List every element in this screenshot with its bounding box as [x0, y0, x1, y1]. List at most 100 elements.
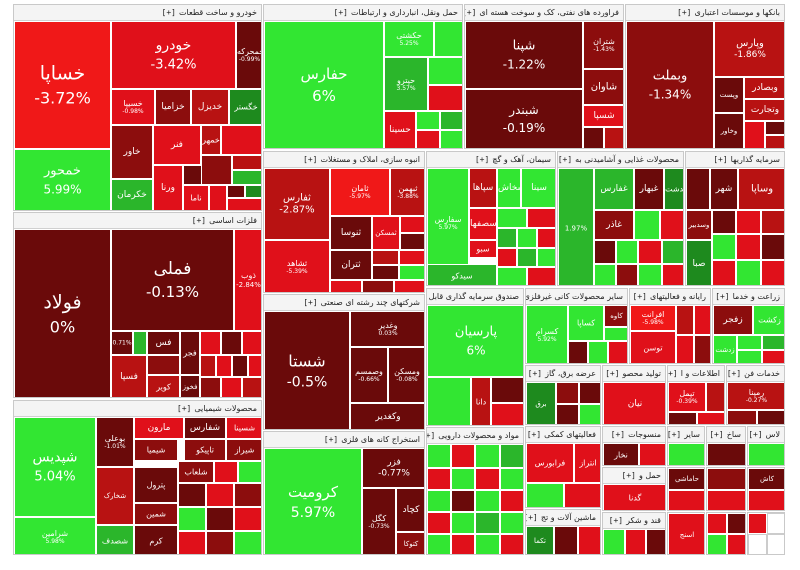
tile-tpml[interactable]: تپمل -0.39% — [668, 382, 706, 412]
mini-tile[interactable] — [434, 21, 462, 57]
tile-thaman[interactable]: ثامان -5.97% — [330, 168, 390, 216]
mini-tile[interactable] — [537, 248, 555, 267]
sector-chemical[interactable]: محصولات شیمیایی[+] شپدیس 5.04% شرامین 5.98… — [13, 400, 262, 555]
tile-fsa[interactable]: فس — [147, 331, 180, 355]
mini-tile[interactable] — [727, 410, 757, 424]
sector-misc-b[interactable] — [706, 467, 746, 511]
sector-header[interactable]: بانکها و موسسات اعتباری[+] — [626, 5, 784, 21]
expand-icon[interactable]: [+] — [558, 155, 573, 164]
mini-tile[interactable] — [242, 331, 261, 355]
tile-shsina[interactable]: شسینا — [226, 417, 261, 439]
mini-tile[interactable] — [178, 483, 206, 507]
mini-tile[interactable] — [527, 267, 555, 285]
tile-ghdashti[interactable]: غدشت — [664, 168, 683, 210]
sector-header[interactable]: لاس[+] — [748, 427, 784, 443]
tile-hpetro[interactable]: حپترو 3.57% — [384, 57, 428, 111]
sector-misc-d[interactable]: اسنج — [667, 512, 705, 555]
tile-shpetrol[interactable]: پترول — [134, 467, 178, 503]
mini-tile[interactable] — [676, 305, 694, 335]
tile-vbsader[interactable]: وبصادر — [744, 77, 784, 99]
mini-tile[interactable] — [500, 444, 523, 468]
tile-khnama[interactable]: ناما — [183, 185, 209, 210]
expand-icon[interactable]: [+] — [727, 369, 742, 378]
mini-tile[interactable] — [234, 531, 261, 554]
mini-tile[interactable] — [638, 240, 662, 264]
mini-tile[interactable] — [399, 250, 424, 265]
mini-tile[interactable] — [200, 355, 216, 377]
sector-sugar[interactable]: قند و شکر[+] — [602, 512, 666, 555]
sector-non-metallic[interactable]: سایر محصولات کانی غیرفلزی[+] کسرام5.92% … — [525, 288, 628, 364]
tile-toosan[interactable]: توسن — [630, 331, 676, 363]
tile-sepaha[interactable]: سپاها — [469, 168, 497, 208]
mini-tile[interactable] — [568, 341, 588, 363]
sector-header[interactable]: سیمان، آهک و گچ[+] — [427, 152, 555, 168]
expand-icon[interactable]: [+] — [333, 8, 348, 17]
mini-tile[interactable] — [475, 512, 500, 534]
expand-icon[interactable]: [+] — [632, 292, 647, 301]
mini-tile[interactable] — [616, 264, 638, 285]
mini-tile[interactable] — [765, 121, 784, 135]
mini-tile[interactable] — [497, 248, 517, 267]
mini-tile[interactable] — [707, 513, 727, 534]
mini-tile[interactable] — [765, 135, 784, 148]
sector-header[interactable]: سرمایه گذاریها[+] — [686, 152, 784, 168]
mini-tile[interactable] — [639, 443, 665, 465]
expand-icon[interactable]: [+] — [605, 369, 620, 378]
mini-tile[interactable] — [475, 468, 500, 490]
sector-header[interactable]: مواد و محصولات دارویی[+] — [427, 428, 523, 444]
tile-khaadm[interactable]: خمحرکه -0.99% — [236, 21, 261, 89]
mini-tile[interactable] — [416, 111, 440, 130]
tile-sina[interactable]: سینا — [521, 168, 555, 208]
mini-tile[interactable] — [660, 210, 683, 240]
tile-shsdaf[interactable]: شصدف — [96, 525, 134, 554]
tile-ghnosh[interactable]: 1.97% — [558, 168, 594, 285]
sector-metals[interactable]: فلزات اساسی[+] فولاد 0% فملی -0.13% ذوب -2.… — [13, 212, 262, 398]
mini-tile[interactable] — [451, 444, 475, 468]
mini-tile[interactable] — [625, 529, 646, 554]
sector-misc-c[interactable]: کاش — [747, 467, 785, 511]
tile-thmaskan[interactable]: ثمسکن — [372, 216, 400, 250]
mini-tile[interactable] — [427, 377, 471, 425]
tile-fajr[interactable]: فجر — [180, 331, 200, 375]
mini-tile[interactable] — [736, 260, 761, 285]
mini-tile[interactable] — [564, 483, 600, 507]
tile-nayan[interactable]: نیان — [603, 382, 665, 424]
mini-tile[interactable] — [206, 483, 234, 507]
tile-hmahshahr[interactable]: حاماشی — [668, 468, 704, 490]
mini-tile[interactable] — [761, 210, 784, 234]
expand-icon[interactable]: [+] — [323, 435, 339, 444]
mini-tile[interactable] — [616, 240, 638, 264]
mini-tile[interactable] — [500, 490, 523, 512]
mini-tile[interactable] — [537, 228, 555, 248]
sector-other-3[interactable]: لاس[+] — [747, 426, 785, 466]
tile-vkhar[interactable]: وخاور — [714, 113, 744, 148]
mini-tile[interactable] — [178, 531, 206, 554]
tile-vsapa[interactable]: وساپا — [738, 168, 784, 210]
expand-icon[interactable]: [+] — [191, 216, 207, 225]
mini-tile[interactable] — [427, 490, 451, 512]
mini-tile[interactable] — [603, 529, 625, 554]
mini-tile[interactable] — [707, 534, 727, 554]
mini-tile[interactable] — [707, 443, 745, 465]
sector-header[interactable]: اطلاعات و ا[+] — [668, 366, 724, 382]
expand-icon[interactable]: [+] — [303, 298, 318, 307]
mini-tile[interactable] — [736, 210, 761, 234]
sector-food[interactable]: محصولات غذایی و آشامیدنی به[+] 1.97% غفا… — [557, 151, 684, 286]
mini-tile[interactable] — [206, 507, 234, 531]
tile-hsina[interactable]: حسینا — [384, 111, 416, 148]
mini-tile[interactable] — [662, 264, 683, 285]
tile-shmin[interactable]: شمین — [134, 503, 178, 525]
mini-tile[interactable] — [234, 483, 261, 507]
mini-tile[interactable] — [234, 507, 261, 531]
tile-ghfars[interactable]: غفارس — [594, 168, 634, 210]
sector-header[interactable]: محصولات شیمیایی[+] — [14, 401, 261, 417]
tile-ktoo[interactable]: کتوکا — [396, 532, 424, 554]
sector-mining[interactable]: استخراج کانه های فلزی[+] کرومیت 5.97% فزر… — [263, 431, 425, 555]
tile-koshka[interactable]: کاش — [748, 468, 784, 490]
mini-tile[interactable] — [427, 512, 451, 534]
mini-tile[interactable] — [427, 444, 451, 468]
tile-khasapa[interactable]: خساپا -3.72% — [14, 21, 111, 149]
mini-tile[interactable] — [451, 534, 475, 554]
mini-tile[interactable] — [556, 404, 579, 424]
sector-oil[interactable]: فراورده های نفتی، کک و سوخت هسته ای[+] ش… — [464, 4, 624, 149]
